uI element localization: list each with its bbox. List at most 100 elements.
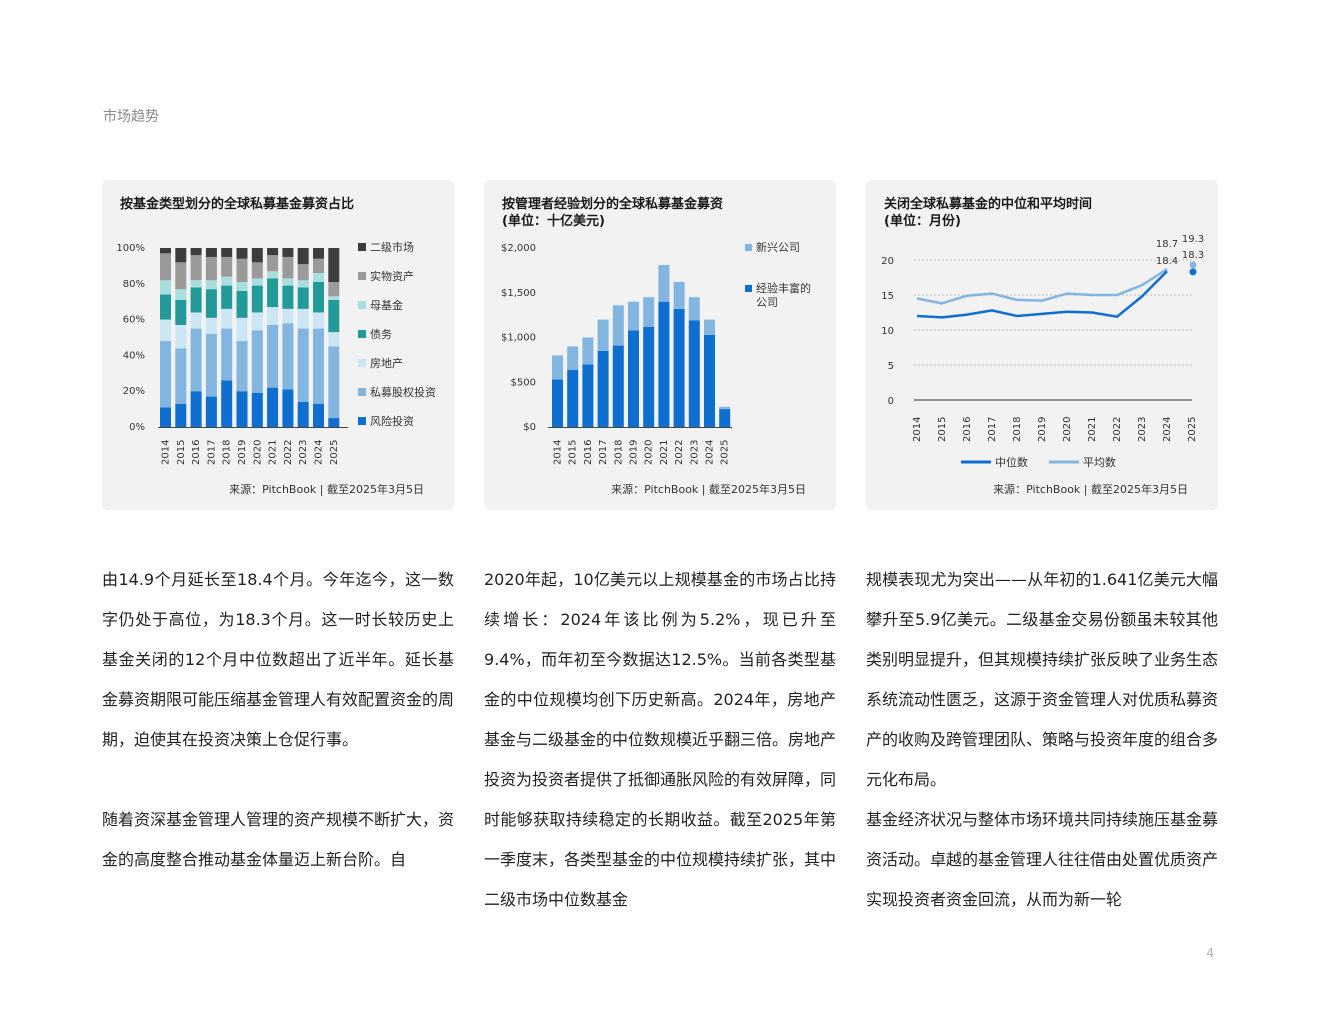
paragraph: 由14.9个月延长至18.4个月。今年迄今，这一数字仍处于高位，为18.3个月。… [102,570,455,749]
x-tick-label: 2015 [937,417,948,442]
y-tick-label: 100% [116,243,145,254]
bar-segment [251,278,263,286]
bar-segment [205,289,217,318]
bar-segment [704,334,715,427]
bar-segment [328,332,340,347]
legend-swatch [745,285,752,292]
x-tick-label: 2014 [161,440,172,465]
bar-segment [297,328,309,402]
text-column-1: 由14.9个月延长至18.4个月。今年迄今，这一数字仍处于高位，为18.3个月。… [102,560,454,880]
bar-segment [582,337,594,365]
x-tick-label: 2024 [705,440,716,465]
bar-segment [297,248,309,265]
chart-title-line1: 关闭全球私募基金的中位和平均时间 [884,197,1093,212]
legend-swatch [358,243,366,251]
bar-segment [205,256,217,281]
bar-segment [205,280,217,290]
legend-swatch [358,388,366,396]
bar-segment [282,323,294,390]
x-tick-label: 2025 [1187,417,1198,442]
paragraph: 随着资深基金管理人管理的资产规模不断扩大，资金的高度整合推动基金体量迈上新台阶。… [102,810,455,869]
y-tick-label: $0 [523,422,536,433]
x-tick-label: 2022 [1112,417,1123,442]
x-tick-label: 2019 [629,440,640,465]
legend-swatch [358,359,366,367]
x-tick-label: 2023 [1137,417,1148,442]
legend-label: 风险投资 [370,414,414,428]
y-tick-label: 60% [123,315,145,326]
bar-segment [221,256,233,277]
bar-segment [643,297,655,327]
bar-segment [175,324,187,349]
paragraph: 基金经济状况与整体市场环境共同持续施压基金募资活动。卓越的基金管理人往往借由处置… [866,810,1219,909]
x-tick-label: 2016 [191,440,202,465]
x-tick-label: 2024 [314,440,325,465]
bar-segment [236,391,248,427]
bar-segment [160,294,171,320]
bar-segment [282,256,294,279]
legend-label: 债务 [370,327,392,341]
bar-segment [190,248,202,256]
y-tick-label: $500 [511,377,536,388]
bar-segment [313,312,324,329]
bar-segment [251,248,263,263]
x-tick-label: 2020 [252,440,263,465]
legend-label: 平均数 [1083,456,1116,469]
data-label: 19.3 [1182,234,1204,245]
bar-segment [282,389,294,427]
bar-segment [297,264,309,281]
bar-segment [282,248,294,257]
bar-segment [190,391,202,427]
x-tick-label: 2016 [962,417,973,442]
x-tick-label: 2020 [1062,417,1073,442]
bar-segment [612,345,624,427]
section-label: 市场趋势 [103,109,159,125]
y-tick-label: 20 [881,256,894,267]
chart-source: 来源：PitchBook | 截至2025年3月5日 [993,483,1188,496]
bar-segment [190,255,202,281]
chart-source: 来源：PitchBook | 截至2025年3月5日 [611,483,806,496]
bar-segment [236,248,248,259]
bar-segment [673,282,685,309]
bar-segment [313,403,324,427]
x-tick-label: 2016 [583,440,594,465]
bar-segment [267,324,279,388]
bar-segment [251,285,263,313]
x-tick-label: 2017 [598,440,609,465]
bar-segment [205,248,217,257]
series-line [916,268,1168,305]
bar-segment [175,348,187,404]
x-tick-label: 2019 [237,440,248,465]
y-tick-label: 20% [123,386,145,397]
legend-swatch [358,272,366,280]
bar-segment [297,287,309,309]
bar-segment [175,289,187,300]
legend-label: 经验丰富的公司 [756,281,811,309]
x-tick-label: 2022 [674,440,685,465]
bar-segment [328,296,340,300]
legend-swatch [358,301,366,309]
series-line [916,270,1168,319]
x-tick-label: 2019 [1037,417,1048,442]
legend-label: 二级市场 [370,240,414,254]
x-tick-label: 2017 [987,417,998,442]
bar-segment [567,369,579,427]
legend-label: 房地产 [370,356,403,370]
x-tick-label: 2025 [720,440,731,465]
bar-segment [673,308,685,427]
bar-segment [175,262,187,290]
bar-segment [552,355,563,380]
bar-segment [313,273,324,283]
data-label: 18.3 [1182,250,1204,261]
bar-segment [205,333,217,397]
bar-segment [297,308,309,329]
bar-segment [313,282,324,313]
legend-label: 中位数 [995,455,1028,469]
x-tick-label: 2021 [659,440,670,465]
bar-segment [205,317,217,334]
x-tick-label: 2023 [689,440,700,465]
bar-segment [313,258,324,274]
y-tick-label: 80% [123,279,145,290]
x-tick-label: 2018 [613,440,624,465]
chart-close-time: 0 5 10 15 20 2014 2015 2016 2017 2018 2019 2020 2021… [881,234,1204,469]
